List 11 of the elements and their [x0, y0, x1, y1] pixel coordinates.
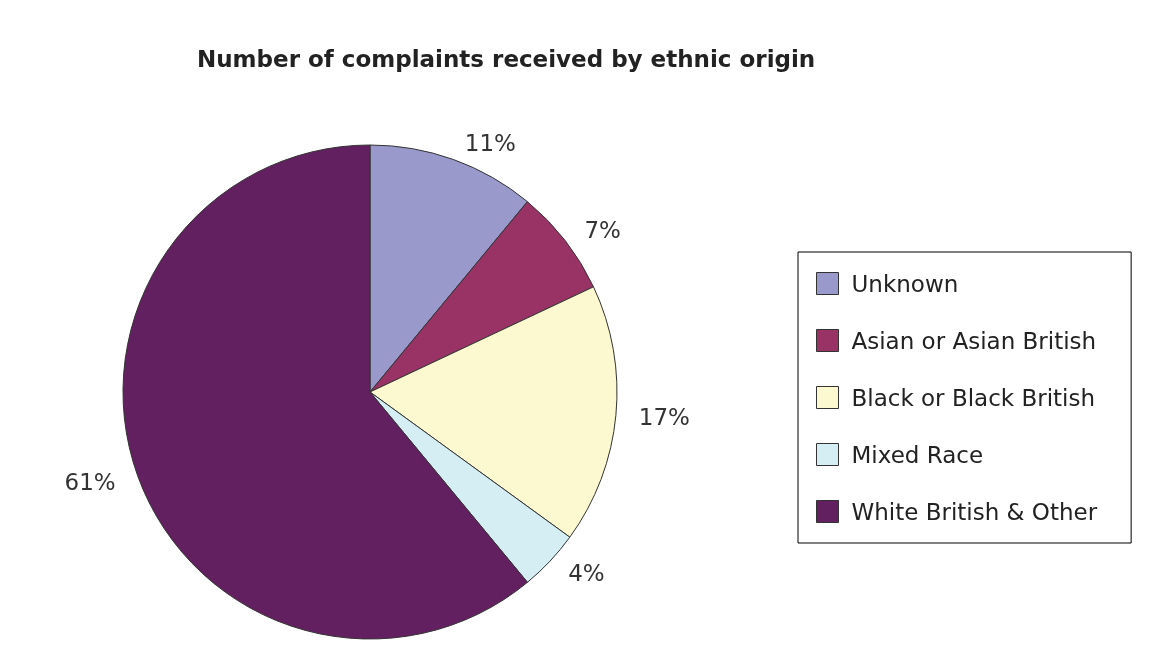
data-label: 4%: [568, 560, 605, 587]
legend-label: Black or Black British: [851, 384, 1096, 411]
legend-label: Mixed Race: [851, 441, 984, 468]
legend-label: White British & Other: [851, 498, 1098, 525]
data-label: 7%: [584, 216, 621, 243]
legend-label: Asian or Asian British: [851, 327, 1097, 354]
data-label: 17%: [638, 403, 690, 430]
data-label: 61%: [64, 468, 116, 495]
chart-title: Number of complaints received by ethnic origin: [197, 45, 816, 72]
legend-label: Unknown: [851, 270, 959, 297]
data-label: 11%: [464, 129, 516, 156]
